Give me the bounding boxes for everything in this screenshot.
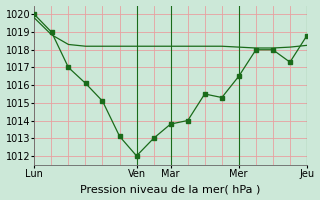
X-axis label: Pression niveau de la mer( hPa ): Pression niveau de la mer( hPa ) (80, 184, 261, 194)
